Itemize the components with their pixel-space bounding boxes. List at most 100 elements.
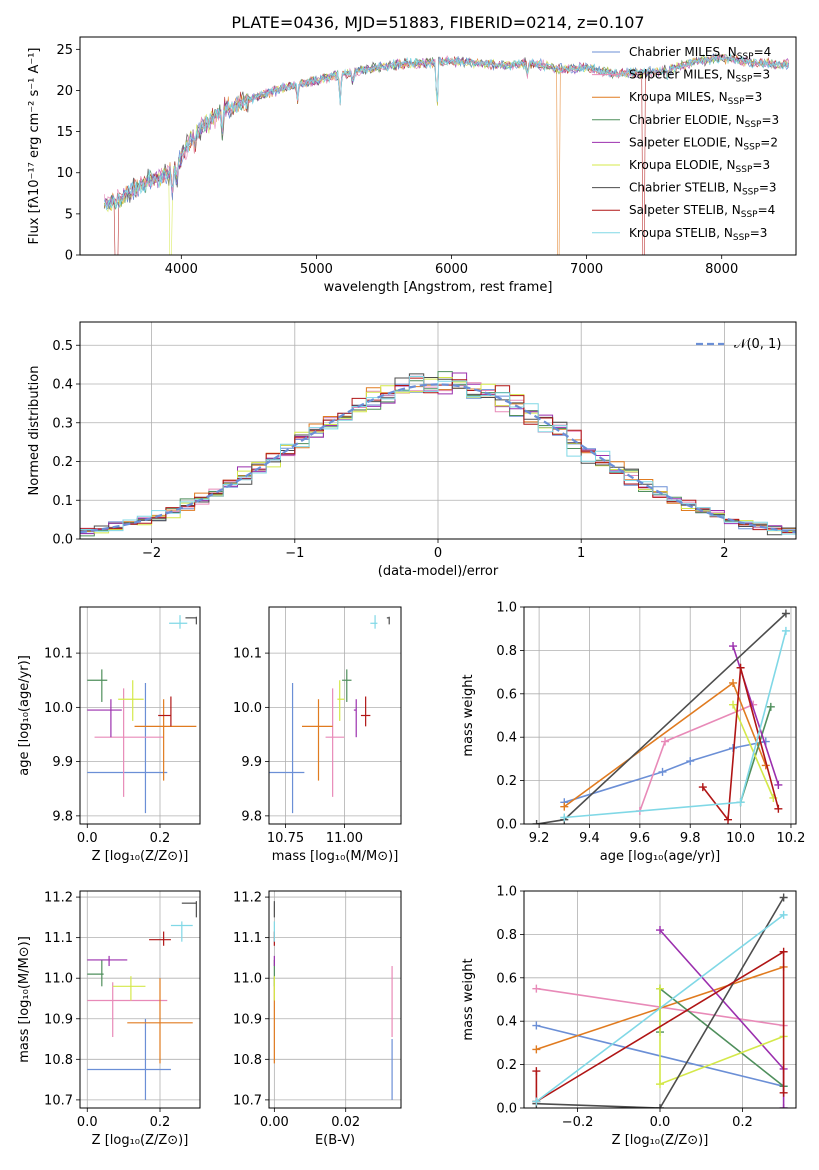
y-tick-label: 0.4	[496, 1015, 517, 1030]
y-tick-label: 0.0	[496, 818, 517, 833]
weight-line	[535, 914, 785, 1103]
errorbar-point	[134, 699, 197, 781]
errorbar-point	[87, 955, 128, 967]
x-tick-label: 0.02	[331, 1115, 360, 1130]
x-tick-label: 2	[720, 546, 728, 561]
y-tick-label: 10.7	[44, 1093, 73, 1108]
weight-marker	[686, 757, 695, 766]
errorbar-point	[360, 696, 371, 727]
mass-vs-EBV-panel: 0.00 0.02 10.7 10.8 10.9 11.0 11.1 11.2 E(B-V)	[233, 890, 402, 1148]
weight-marker	[781, 626, 790, 635]
spectrum-panel: 4000 5000 6000 7000 8000 0 5 10 15 20 25 wavelength…	[27, 36, 797, 295]
weight-marker	[736, 663, 745, 672]
weight-marker	[656, 1104, 664, 1108]
legend-entry: Salpeter STELIB, NSSP=4	[629, 203, 775, 220]
x-tick-label: 0.0	[77, 831, 98, 846]
y-tick-label: 0	[65, 249, 73, 264]
y-tick-label: 10.1	[44, 647, 73, 662]
x-tick-label: 10.75	[267, 831, 304, 846]
legend-entry: Chabrier ELODIE, NSSP=3	[629, 113, 779, 130]
y-tick-label: 10.7	[233, 1093, 262, 1108]
y-tick-label: 0.6	[496, 687, 517, 702]
weight-line	[732, 704, 775, 799]
spectrum-line	[103, 53, 790, 211]
x-tick-label: 0	[434, 546, 442, 561]
mass-vs-Z-plot	[87, 901, 197, 1100]
x-axis-label: E(B-V)	[315, 1133, 355, 1148]
spectrum-line	[104, 53, 790, 206]
x-tick-label: 10.2	[776, 831, 805, 846]
mass-vs-Z-panel: 0.0 0.2 10.7 10.8 10.9 11.0 11.1 11.2 Z [log₁₀(Z…	[17, 890, 201, 1148]
x-axis-label: age [log₁₀(age/yr)]	[600, 849, 721, 864]
y-tick-label: 0.4	[496, 731, 517, 746]
y-tick-label: 10.8	[44, 1053, 73, 1068]
y-tick-label: 10.8	[233, 1053, 262, 1068]
y-tick-label: 1.0	[496, 885, 517, 900]
x-tick-label: 10.0	[726, 831, 755, 846]
weight-marker	[698, 783, 707, 792]
weight-marker	[532, 820, 541, 824]
x-tick-label: 1	[577, 546, 585, 561]
y-tick-label: 9.9	[241, 755, 262, 770]
errorbar-point	[149, 931, 171, 946]
y-tick-label: 5	[65, 207, 73, 222]
errorbar-point	[170, 921, 193, 942]
weight-marker	[774, 780, 783, 789]
y-tick-label: 9.8	[241, 809, 262, 824]
y-tick-label: 10.1	[233, 647, 262, 662]
x-tick-label: 0.00	[260, 1115, 289, 1130]
weight-marker	[781, 609, 790, 618]
y-tick-label: 11.0	[44, 972, 73, 987]
axes-frame	[268, 890, 402, 1109]
x-tick-label: −1	[285, 546, 304, 561]
x-tick-label: 0.0	[77, 1115, 98, 1130]
errorbar-point	[302, 699, 333, 781]
y-tick-label: 0.8	[496, 928, 517, 943]
weight-marker	[729, 678, 738, 687]
axes-frame	[523, 890, 797, 1109]
x-tick-label: 9.4	[579, 831, 600, 846]
y-tick-label: 11.2	[44, 891, 73, 906]
errorbar-point	[87, 669, 108, 702]
errorbar-point	[169, 615, 188, 629]
errorbar-point	[353, 699, 357, 738]
weight-vs-age-plot	[532, 609, 790, 824]
y-axis-label: Flux [fλ10⁻¹⁷ erg cm⁻² s⁻¹ A⁻¹]	[27, 48, 42, 245]
age-vs-mass-plot	[269, 615, 390, 814]
weight-marker	[532, 1067, 541, 1076]
x-axis-label: Z [log₁₀(Z/Z⊙)]	[92, 849, 189, 864]
spectrum-plot	[103, 53, 790, 255]
y-tick-label: 10.0	[233, 701, 262, 716]
x-tick-label: 11.00	[326, 831, 363, 846]
y-tick-label: 11.0	[233, 972, 262, 987]
errorbar-point	[127, 978, 193, 1064]
errorbar-point	[185, 616, 197, 625]
y-tick-label: 11.2	[233, 891, 262, 906]
y-axis-label: mass [log₁₀(M/M⊙)]	[17, 936, 32, 1063]
y-tick-label: 0.0	[52, 533, 73, 548]
y-tick-label: 1.0	[496, 601, 517, 616]
errorbar-point	[87, 1018, 171, 1100]
weight-marker	[532, 1097, 541, 1106]
weight-line	[536, 897, 785, 1108]
y-tick-label: 0.2	[496, 774, 517, 789]
weight-marker	[658, 767, 667, 776]
weight-marker	[532, 984, 541, 993]
axes-frame	[79, 321, 797, 540]
weight-marker	[779, 893, 788, 902]
legend-entry: Chabrier STELIB, NSSP=3	[629, 181, 777, 198]
legend-entry: Salpeter ELODIE, NSSP=2	[629, 135, 778, 152]
errorbar-point	[87, 959, 104, 987]
errorbar-point	[181, 901, 197, 918]
errorbar-point	[87, 982, 168, 1038]
y-tick-label: 0.4	[52, 378, 73, 393]
x-tick-label: 6000	[435, 262, 468, 277]
y-tick-label: 0.6	[496, 971, 517, 986]
y-tick-label: 11.1	[44, 931, 73, 946]
mass-vs-EBV-plot	[273, 901, 393, 1100]
errorbar-point	[158, 696, 172, 727]
age-vs-mass-panel: 10.75 11.00 9.8 9.9 10.0 10.1 mass [log₁₀(M/M⊙…	[233, 606, 402, 864]
x-tick-label: 0.2	[150, 831, 171, 846]
weight-marker	[729, 700, 738, 709]
y-tick-label: 20	[56, 84, 73, 99]
